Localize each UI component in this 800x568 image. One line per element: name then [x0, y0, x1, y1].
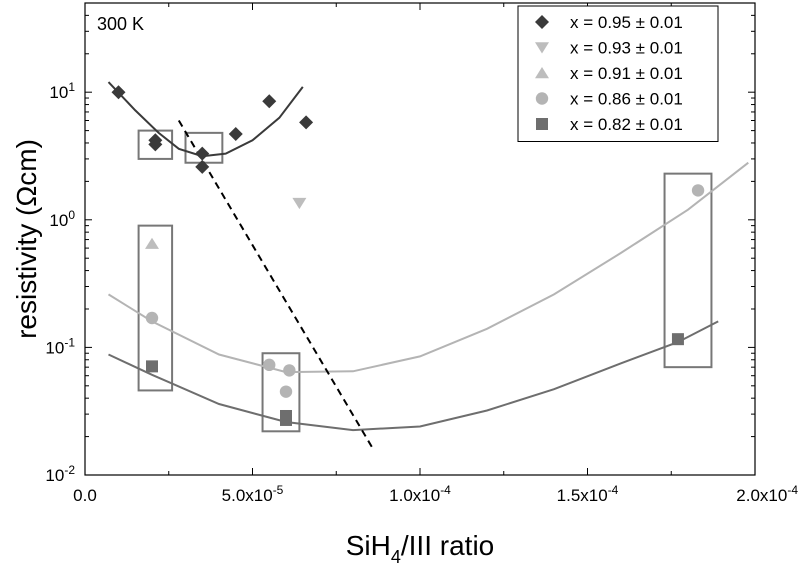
- axes: 10-2 10-1 100 101 0.0 5.0x10-5 1.0x10-4 1.5x10-…: [11, 2, 798, 567]
- data-point: [671, 333, 684, 346]
- x-tick-label: 1.5x10-4: [557, 483, 619, 505]
- data-point: [283, 364, 296, 377]
- data-point: [299, 115, 314, 130]
- legend-label: x = 0.93 ± 0.01: [570, 39, 683, 58]
- x-tick-label: 1.0x10-4: [389, 483, 451, 505]
- data-point: [145, 237, 159, 249]
- data-point: [279, 385, 293, 398]
- legend-marker: [536, 118, 548, 130]
- y-tick-label: 100: [49, 208, 75, 230]
- plot-area: [107, 81, 749, 450]
- data-point: [280, 413, 292, 426]
- data-point: [195, 159, 210, 174]
- data-point: [148, 137, 163, 152]
- data-point: [111, 85, 126, 100]
- y-tick-label: 10-1: [45, 335, 75, 357]
- data-point: [146, 360, 158, 373]
- legend-marker: [535, 15, 549, 29]
- highlight-box: [261, 352, 301, 433]
- y-axis-title: resistivity (Ωcm): [11, 139, 42, 339]
- y-tick-label: 101: [49, 80, 75, 102]
- data-point: [263, 358, 276, 372]
- data-point: [145, 311, 159, 325]
- x-tick-label: 2.0x10-4: [736, 483, 798, 505]
- data-point: [691, 184, 705, 197]
- legend-label: x = 0.82 ± 0.01: [570, 115, 683, 134]
- legend-marker: [535, 42, 549, 54]
- temperature-label: 300 K: [97, 14, 144, 34]
- data-point: [292, 197, 307, 210]
- data-point: [195, 146, 210, 161]
- fit-curve: [108, 320, 719, 432]
- highlight-box: [663, 172, 713, 369]
- data-point: [262, 94, 277, 109]
- legend-label: x = 0.86 ± 0.01: [570, 90, 683, 109]
- y-tick-label: 10-2: [45, 463, 75, 485]
- legend: x = 0.95 ± 0.01 x = 0.93 ± 0.01 x = 0.91 ±…: [517, 5, 719, 142]
- legend-marker: [535, 67, 549, 79]
- x-tick-label: 5.0x10-5: [222, 483, 284, 505]
- x-axis-title: SiH4/III ratio: [346, 530, 495, 567]
- fit-curve: [107, 161, 749, 374]
- trend-dashed-line: [177, 119, 374, 450]
- legend-label: x = 0.95 ± 0.01: [570, 13, 683, 32]
- x-tick-label: 0.0: [73, 486, 97, 505]
- legend-label: x = 0.91 ± 0.01: [570, 64, 683, 83]
- legend-marker: [535, 92, 549, 105]
- legend-box: [517, 5, 719, 142]
- data-point: [228, 127, 243, 142]
- highlight-box: [137, 224, 174, 392]
